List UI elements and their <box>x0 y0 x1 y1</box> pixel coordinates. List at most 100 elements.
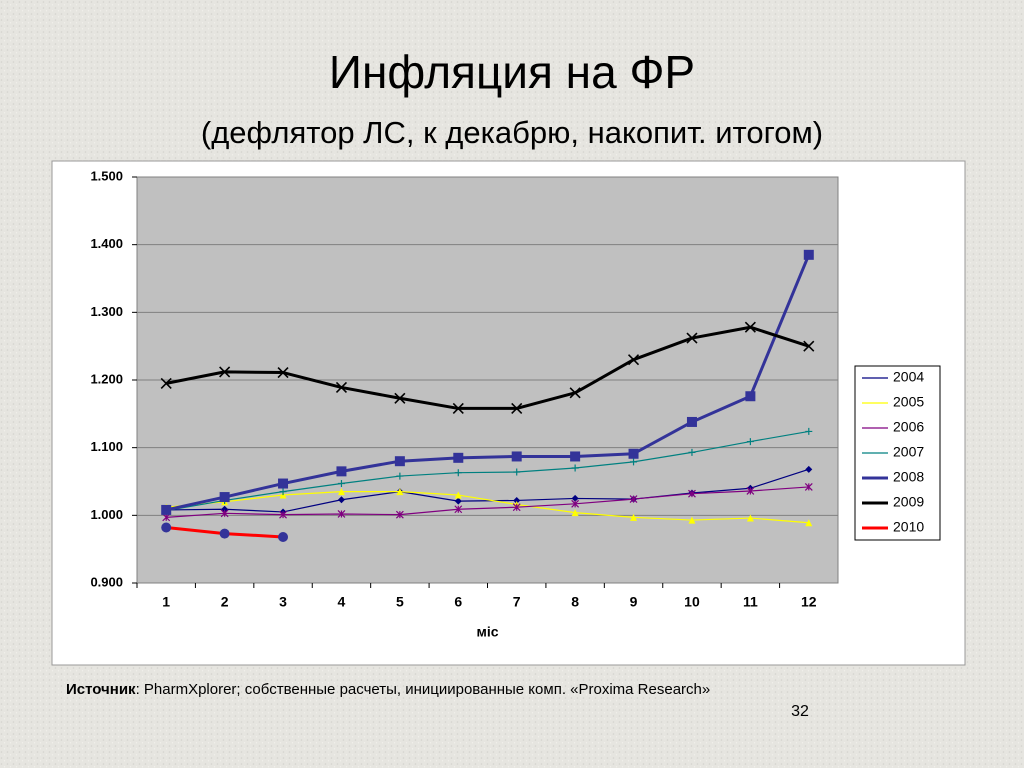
x-tick-label: 11 <box>743 594 758 610</box>
source: Источник: PharmXplorer; собственные расч… <box>66 681 710 698</box>
marker <box>569 387 581 399</box>
legend-label: 2010 <box>893 519 924 535</box>
slide-title: Инфляция на ФР <box>329 46 695 98</box>
marker <box>453 452 464 463</box>
marker <box>162 513 171 522</box>
legend-label: 2008 <box>893 469 924 485</box>
marker <box>394 456 405 467</box>
marker <box>688 448 696 456</box>
y-tick-label: 1.500 <box>90 168 123 183</box>
marker <box>805 427 813 435</box>
legend-label: 2005 <box>893 394 924 410</box>
marker <box>161 504 172 515</box>
x-tick-label: 9 <box>630 594 638 610</box>
marker <box>746 487 755 495</box>
legend-label: 2004 <box>893 369 924 385</box>
legend-label: 2007 <box>893 444 924 460</box>
marker <box>746 438 754 446</box>
y-tick-label: 1.000 <box>90 507 123 522</box>
marker <box>570 451 581 462</box>
marker <box>336 466 347 477</box>
marker <box>686 416 697 427</box>
marker <box>686 332 698 344</box>
y-tick-label: 0.900 <box>90 574 123 589</box>
series-line <box>166 491 809 524</box>
marker <box>279 488 287 496</box>
legend-label: 2009 <box>893 494 924 510</box>
x-tick-label: 10 <box>684 594 700 610</box>
marker <box>219 528 230 539</box>
marker <box>571 509 579 517</box>
marker <box>571 499 580 508</box>
y-tick-label: 1.200 <box>90 371 123 386</box>
marker <box>219 492 230 503</box>
x-tick-label: 12 <box>801 594 817 610</box>
marker <box>337 496 345 504</box>
x-tick-label: 8 <box>571 594 579 610</box>
legend-label: 2006 <box>893 419 924 435</box>
source-text: : PharmXplorer; собственные расчеты, ини… <box>136 681 711 698</box>
series-line <box>166 430 809 512</box>
marker <box>335 381 348 394</box>
x-axis-label: міс <box>476 624 498 640</box>
series-line <box>165 325 810 410</box>
marker <box>279 510 287 519</box>
marker <box>513 496 521 504</box>
y-tick-label: 1.400 <box>90 236 123 251</box>
x-tick-label: 2 <box>221 594 229 610</box>
marker <box>571 494 579 502</box>
marker <box>628 448 639 459</box>
x-tick-label: 7 <box>513 594 521 610</box>
x-tick-label: 4 <box>338 594 346 610</box>
marker <box>396 472 404 480</box>
marker <box>745 391 756 402</box>
marker <box>452 402 464 414</box>
series-line <box>166 468 809 513</box>
y-tick-label: 1.300 <box>90 304 123 319</box>
marker <box>337 488 345 496</box>
marker <box>337 510 346 518</box>
marker <box>511 402 523 414</box>
marker <box>744 321 756 333</box>
x-tick-label: 3 <box>279 594 287 610</box>
marker <box>629 495 638 504</box>
slide-subtitle: (дефлятор ЛС, к декабрю, накопит. итогом… <box>201 115 823 150</box>
y-tick-label: 1.100 <box>90 439 123 454</box>
series-line <box>166 486 809 518</box>
x-tick-label: 6 <box>454 594 462 610</box>
x-tick-label: 1 <box>162 594 170 610</box>
marker <box>627 354 640 366</box>
page-number: 32 <box>791 703 809 720</box>
marker <box>630 513 638 521</box>
marker <box>630 458 638 466</box>
marker <box>511 451 522 462</box>
marker <box>746 514 754 522</box>
marker <box>688 516 696 524</box>
x-tick-label: 5 <box>396 594 404 610</box>
marker <box>513 468 521 476</box>
source-label: Источник <box>66 681 136 698</box>
marker <box>337 480 345 488</box>
marker <box>278 478 289 489</box>
marker <box>454 469 462 477</box>
marker <box>161 522 172 533</box>
marker <box>804 482 813 491</box>
marker <box>805 465 813 473</box>
marker <box>454 505 463 514</box>
marker <box>571 464 579 472</box>
marker <box>688 489 696 498</box>
marker <box>395 510 404 519</box>
marker <box>454 497 462 505</box>
marker <box>803 340 815 352</box>
marker <box>219 366 231 378</box>
marker <box>394 392 406 404</box>
series-line <box>165 254 811 512</box>
marker <box>396 488 404 496</box>
marker <box>160 377 172 389</box>
marker <box>803 249 814 260</box>
marker <box>277 366 289 379</box>
marker <box>278 531 289 542</box>
marker <box>805 519 813 527</box>
marker <box>512 503 521 512</box>
